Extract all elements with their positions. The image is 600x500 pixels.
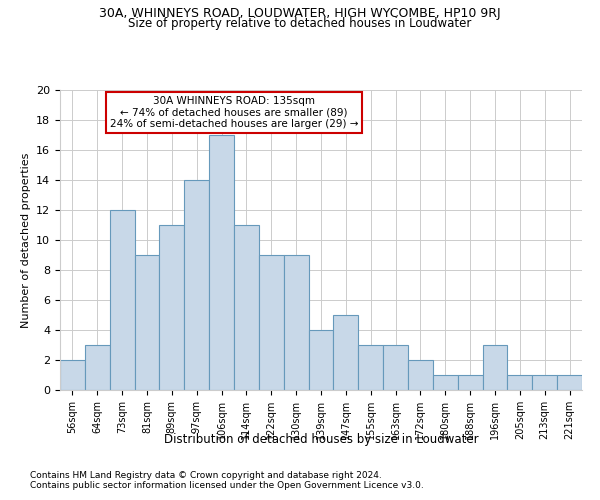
Bar [334,315,358,390]
Bar [557,375,582,390]
Y-axis label: Number of detached properties: Number of detached properties [20,152,31,328]
Text: Contains public sector information licensed under the Open Government Licence v3: Contains public sector information licen… [30,481,424,490]
Bar [134,255,160,390]
Bar [184,180,209,390]
Bar [110,210,134,390]
Bar [433,375,458,390]
Bar [284,255,308,390]
Text: Distribution of detached houses by size in Loudwater: Distribution of detached houses by size … [164,432,478,446]
Bar [408,360,433,390]
Bar [383,345,408,390]
Text: Contains HM Land Registry data © Crown copyright and database right 2024.: Contains HM Land Registry data © Crown c… [30,471,382,480]
Text: 30A WHINNEYS ROAD: 135sqm
← 74% of detached houses are smaller (89)
24% of semi-: 30A WHINNEYS ROAD: 135sqm ← 74% of detac… [110,96,358,129]
Bar [234,225,259,390]
Bar [532,375,557,390]
Bar [308,330,334,390]
Bar [160,225,184,390]
Text: Size of property relative to detached houses in Loudwater: Size of property relative to detached ho… [128,18,472,30]
Bar [60,360,85,390]
Bar [508,375,532,390]
Bar [259,255,284,390]
Bar [482,345,508,390]
Bar [358,345,383,390]
Bar [209,135,234,390]
Bar [85,345,110,390]
Text: 30A, WHINNEYS ROAD, LOUDWATER, HIGH WYCOMBE, HP10 9RJ: 30A, WHINNEYS ROAD, LOUDWATER, HIGH WYCO… [99,8,501,20]
Bar [458,375,482,390]
